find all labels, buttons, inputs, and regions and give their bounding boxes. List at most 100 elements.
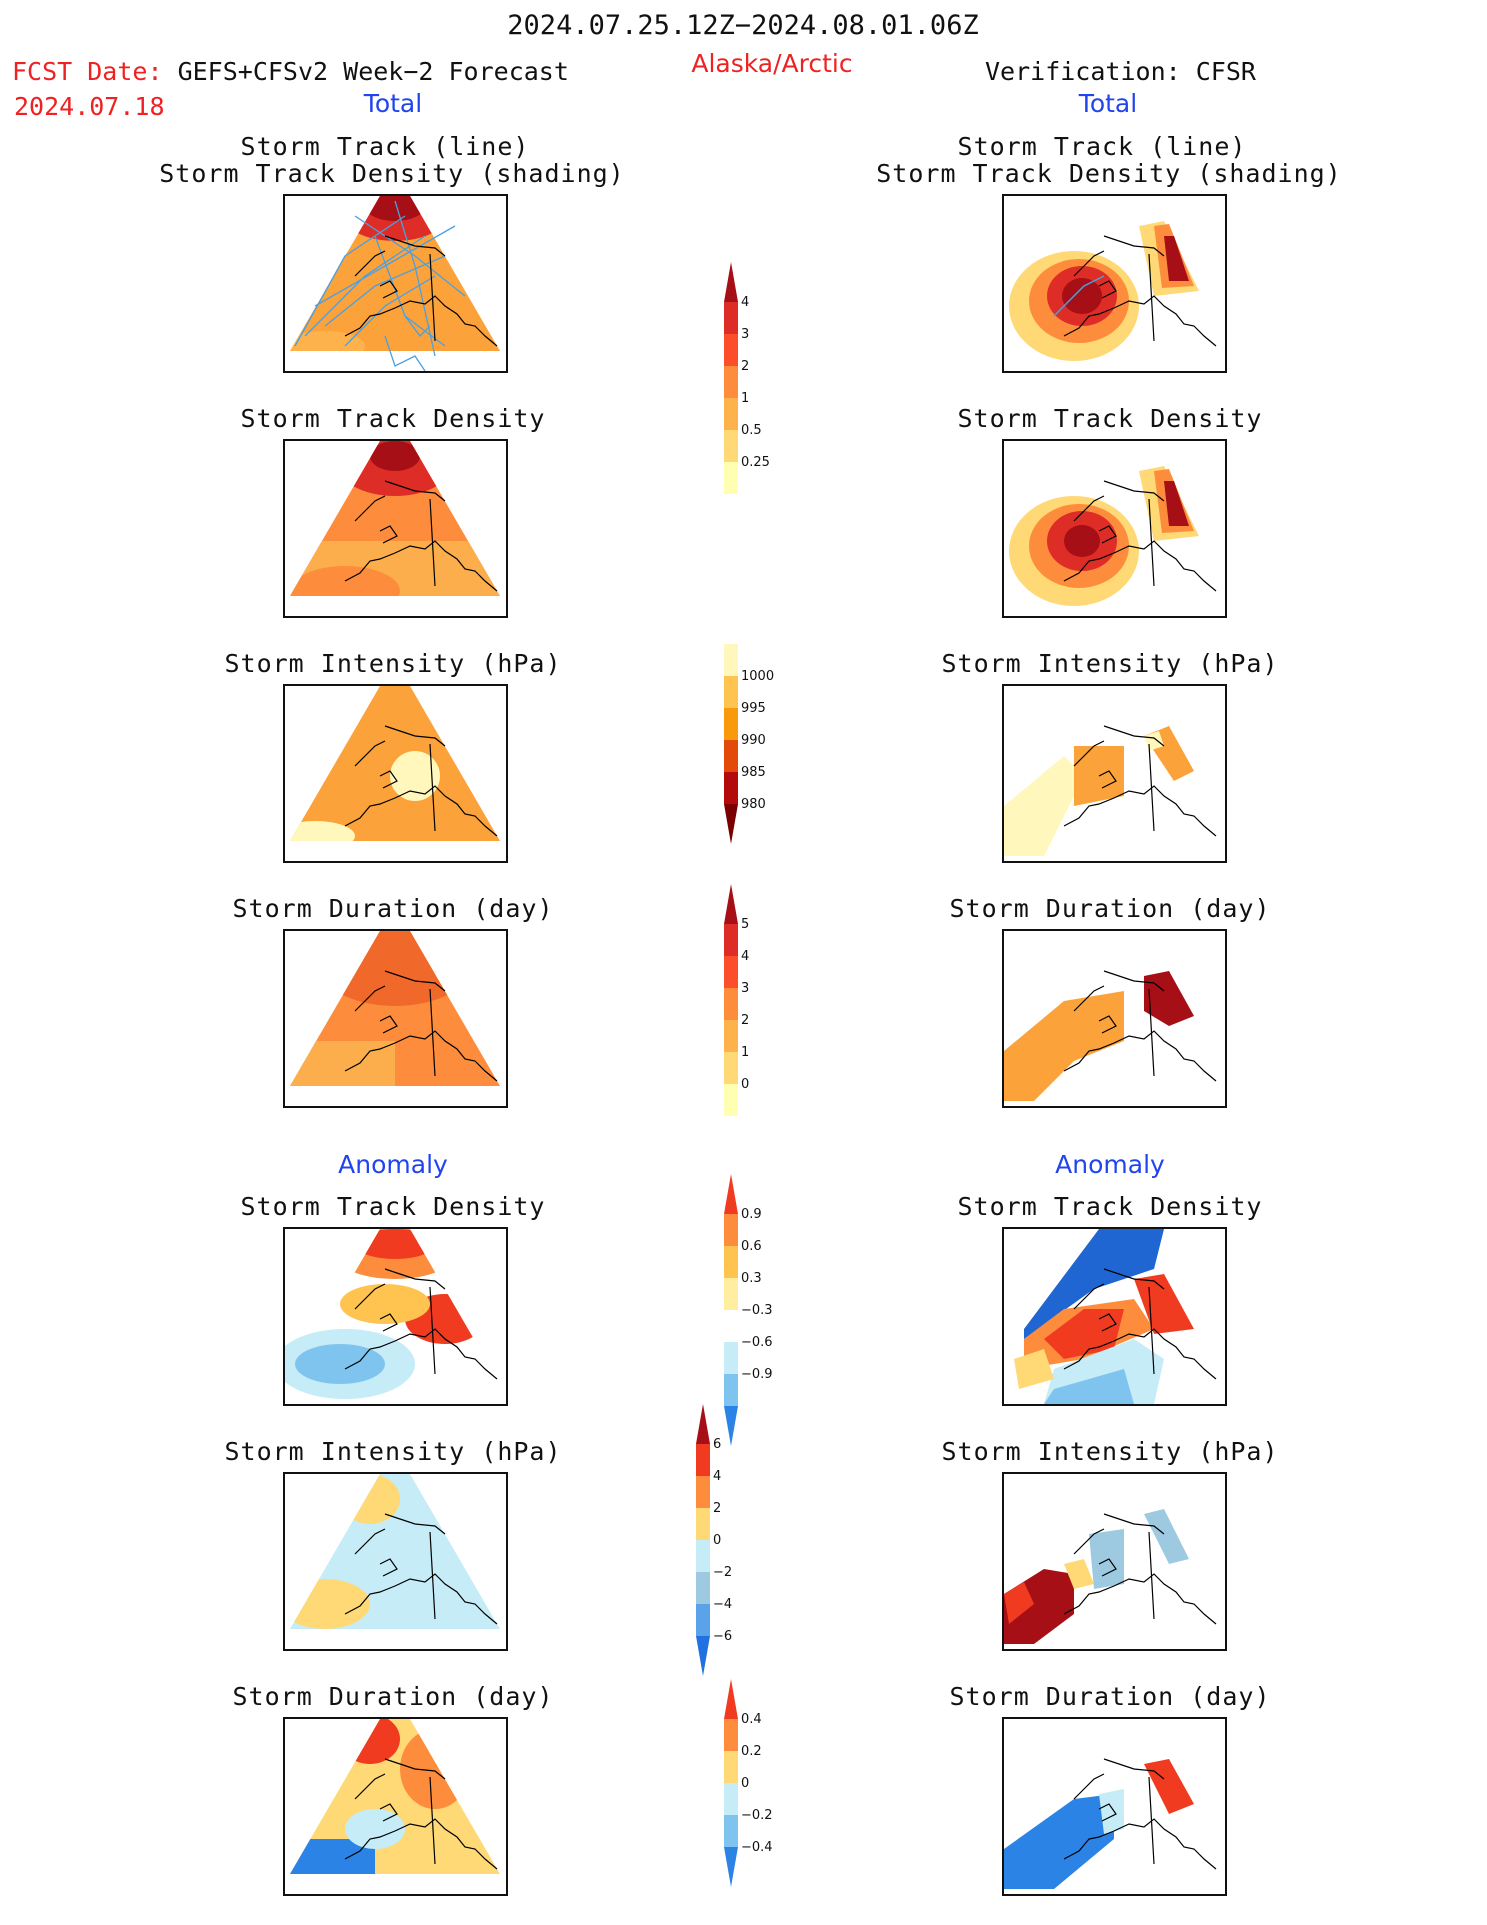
map-intensity-verification: [1002, 684, 1227, 863]
date-range-title: 2024.07.25.12Z−2024.08.01.06Z: [507, 10, 979, 41]
map-anom-intensity-forecast: [283, 1472, 508, 1651]
title-anom-intensity-right: Storm Intensity (hPa): [941, 1437, 1279, 1466]
colorbar-swatch: [724, 430, 738, 462]
fcst-label-line: FCST Date: GEFS+CFSv2 Week−2 Forecast: [12, 57, 569, 86]
map-anom-density-verification: [1002, 1227, 1227, 1406]
fcst-model: GEFS+CFSv2 Week−2 Forecast: [177, 57, 569, 86]
colorbar-swatch: [724, 1310, 738, 1342]
title-track-line-left: Storm Track (line): [240, 132, 530, 161]
colorbar-swatch: [724, 772, 738, 804]
title-density-left: Storm Track Density: [240, 404, 546, 433]
region-label: Alaska/Arctic: [691, 49, 853, 78]
colorbar-swatch: [724, 1020, 738, 1052]
colorbar-swatch: [724, 366, 738, 398]
colorbar-swatch: [724, 1783, 738, 1815]
verification-label: Verification: CFSR: [985, 57, 1256, 86]
title-duration-right: Storm Duration (day): [949, 894, 1271, 923]
colorbar-swatch: [724, 676, 738, 708]
title-duration-left: Storm Duration (day): [232, 894, 554, 923]
colorbar-swatch: [696, 1476, 710, 1508]
colorbar-swatch: [724, 302, 738, 334]
colorbar-swatch: [724, 1174, 738, 1214]
colorbar-swatch: [724, 1342, 738, 1374]
colorbar-label: −4: [713, 1597, 732, 1612]
colorbar-label: 985: [741, 765, 766, 780]
colorbar-swatch: [724, 1278, 738, 1310]
colorbar-swatch: [724, 1406, 738, 1446]
colorbar-swatch: [724, 740, 738, 772]
colorbar-label: 0.3: [741, 1271, 762, 1286]
colorbar-label: 0.9: [741, 1207, 762, 1222]
colorbar-density-total: 4 3 2 1 0.5 0.25: [724, 262, 770, 494]
colorbar-swatch: [696, 1572, 710, 1604]
colorbar-swatch: [724, 956, 738, 988]
colorbar-swatch: [724, 884, 738, 924]
title-track-shading-right: Storm Track Density (shading): [876, 159, 1342, 188]
map-anom-density-forecast: [283, 1227, 508, 1406]
colorbar-label: 980: [741, 797, 766, 812]
colorbar-duration-anom: 0.4 0.2 0 −0.2 −0.4: [724, 1679, 773, 1887]
fcst-date: 2024.07.18: [14, 92, 165, 121]
colorbar-swatch: [724, 262, 738, 302]
colorbar-swatch: [724, 1815, 738, 1847]
colorbar-label: −0.9: [741, 1367, 773, 1382]
colorbar-swatch: [724, 988, 738, 1020]
colorbar-swatch: [724, 1214, 738, 1246]
map-duration-forecast: [283, 929, 508, 1108]
colorbar-swatch: [724, 924, 738, 956]
colorbar-swatch: [724, 1084, 738, 1116]
colorbar-label: 0.2: [741, 1744, 762, 1759]
map-duration-verification: [1002, 929, 1227, 1108]
map-track-line-forecast: [283, 194, 508, 373]
colorbar-swatch: [696, 1636, 710, 1676]
anomaly-label-right: Anomaly: [1055, 1150, 1165, 1179]
colorbar-label: 2: [713, 1501, 721, 1516]
colorbar-label: 1000: [741, 669, 774, 684]
colorbar-swatch: [724, 1052, 738, 1084]
title-intensity-right: Storm Intensity (hPa): [941, 649, 1279, 678]
colorbar-swatch: [724, 1679, 738, 1719]
colorbar-label: 6: [713, 1437, 721, 1452]
map-intensity-forecast: [283, 684, 508, 863]
colorbar-label: 3: [741, 327, 749, 342]
colorbar-label: −6: [713, 1629, 732, 1644]
colorbar-swatch: [696, 1508, 710, 1540]
colorbar-swatch: [696, 1540, 710, 1572]
colorbar-label: 990: [741, 733, 766, 748]
colorbar-label: 0: [713, 1533, 721, 1548]
colorbar-label: 0: [741, 1776, 749, 1791]
colorbar-density-anom: 0.9 0.6 0.3 −0.3 −0.6 −0.9: [724, 1174, 773, 1446]
title-anom-duration-left: Storm Duration (day): [232, 1682, 554, 1711]
colorbar-label: 995: [741, 701, 766, 716]
map-anom-duration-verification: [1002, 1717, 1227, 1896]
colorbar-label: 0.6: [741, 1239, 762, 1254]
title-anom-density-right: Storm Track Density: [957, 1192, 1263, 1221]
colorbar-label: 2: [741, 1013, 749, 1028]
total-label-right: Total: [1078, 89, 1138, 118]
title-density-right: Storm Track Density: [957, 404, 1263, 433]
colorbar-swatch: [724, 462, 738, 494]
title-intensity-left: Storm Intensity (hPa): [224, 649, 562, 678]
map-anom-intensity-verification: [1002, 1472, 1227, 1651]
map-density-forecast: [283, 439, 508, 618]
colorbar-label: 0.4: [741, 1712, 762, 1727]
colorbar-label: −2: [713, 1565, 732, 1580]
colorbar-duration-total: 5 4 3 2 1 0: [724, 884, 749, 1116]
colorbar-swatch: [724, 1751, 738, 1783]
title-anom-intensity-left: Storm Intensity (hPa): [224, 1437, 562, 1466]
colorbar-swatch: [724, 398, 738, 430]
colorbar-label: 1: [741, 391, 749, 406]
colorbar-label: 0: [741, 1077, 749, 1092]
colorbar-label: 1: [741, 1045, 749, 1060]
colorbar-label: 2: [741, 359, 749, 374]
title-anom-density-left: Storm Track Density: [240, 1192, 546, 1221]
map-anom-duration-forecast: [283, 1717, 508, 1896]
map-track-line-verification: [1002, 194, 1227, 373]
fcst-label: FCST Date:: [12, 57, 163, 86]
colorbar-swatch: [724, 1847, 738, 1887]
colorbar-label: 0.25: [741, 455, 770, 470]
colorbar-label: 5: [741, 917, 749, 932]
colorbar-label: 4: [713, 1469, 721, 1484]
map-density-verification: [1002, 439, 1227, 618]
colorbar-label: 4: [741, 295, 749, 310]
